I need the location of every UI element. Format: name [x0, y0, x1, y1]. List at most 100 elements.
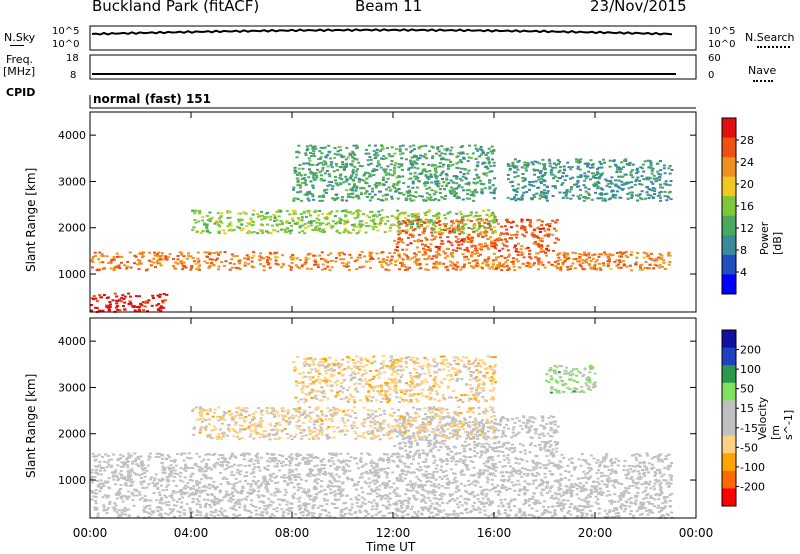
data-cell [492, 149, 496, 151]
data-cell [445, 482, 449, 484]
data-cell [456, 247, 460, 250]
data-cell [647, 176, 651, 179]
data-cell [93, 476, 97, 478]
data-cell [399, 262, 402, 265]
data-cell [211, 484, 215, 487]
data-cell [541, 158, 545, 161]
data-cell [355, 185, 359, 188]
data-cell [496, 222, 500, 225]
data-cell [323, 464, 327, 467]
data-cell [115, 252, 119, 255]
data-cell [356, 211, 359, 214]
data-cell [546, 249, 550, 252]
data-cell [418, 218, 422, 221]
data-cell [630, 251, 634, 253]
data-cell [620, 503, 624, 506]
data-cell [408, 197, 412, 200]
data-cell [306, 491, 309, 494]
data-cell [650, 258, 654, 260]
data-cell [260, 224, 264, 227]
data-cell [609, 472, 613, 475]
data-cell [416, 218, 420, 221]
data-cell [143, 500, 147, 503]
data-cell [375, 151, 379, 154]
data-cell [345, 199, 349, 202]
data-cell [400, 157, 404, 160]
data-cell [593, 487, 597, 490]
data-cell [254, 459, 258, 462]
data-cell [608, 493, 612, 496]
data-cell [115, 476, 119, 478]
data-cell [432, 471, 436, 473]
data-cell [404, 197, 408, 200]
data-cell [455, 512, 459, 515]
data-cell [559, 508, 563, 510]
data-cell [462, 265, 466, 268]
data-cell [413, 175, 417, 178]
data-cell [307, 209, 311, 212]
data-cell [656, 455, 660, 458]
data-cell [618, 259, 622, 262]
data-cell [492, 150, 496, 153]
data-cell [664, 479, 668, 482]
data-cell [538, 218, 542, 221]
data-cell [523, 235, 527, 238]
data-cell [394, 513, 398, 516]
data-cell [546, 244, 550, 247]
data-cell [239, 454, 243, 456]
data-cell [276, 490, 280, 492]
data-cell [492, 268, 496, 270]
data-cell [440, 495, 444, 498]
data-cell [215, 220, 219, 223]
data-cell [219, 483, 223, 486]
data-cell [609, 460, 613, 462]
data-cell [492, 192, 496, 195]
data-cell [271, 501, 275, 504]
data-cell [520, 245, 524, 248]
data-cell [121, 455, 125, 458]
data-cell [217, 253, 221, 256]
data-cell [510, 237, 514, 240]
data-cell [469, 254, 473, 257]
data-cell [639, 513, 642, 516]
data-cell [564, 259, 568, 262]
data-cell [342, 166, 346, 169]
data-cell [444, 469, 448, 472]
data-cell [625, 469, 629, 472]
data-cell [585, 258, 589, 261]
data-cell [339, 513, 343, 516]
data-cell [494, 187, 497, 190]
data-cell [364, 260, 368, 263]
data-cell [530, 184, 533, 187]
data-cell [659, 186, 663, 189]
data-cell [145, 269, 148, 272]
data-cell [425, 238, 429, 241]
data-cell [596, 477, 600, 480]
data-cell [91, 452, 95, 455]
data-cell [250, 256, 254, 259]
data-cell [361, 501, 365, 504]
data-cell [390, 146, 394, 149]
data-cell [581, 259, 585, 262]
data-cell [422, 247, 425, 250]
data-cell [136, 515, 140, 518]
data-cell [540, 196, 544, 198]
data-cell [317, 515, 321, 518]
data-cell [500, 264, 504, 267]
data-cell [427, 178, 431, 181]
data-cell [349, 513, 353, 516]
data-cell [492, 252, 496, 255]
data-cell [535, 192, 539, 195]
data-cell [390, 160, 394, 162]
data-cell [535, 161, 539, 164]
data-cell [638, 183, 642, 186]
data-cell [471, 244, 475, 247]
data-cell [299, 174, 303, 177]
data-cell [481, 151, 485, 153]
data-cell [308, 475, 312, 478]
data-cell [421, 243, 424, 246]
data-cell [617, 255, 621, 258]
data-cell [433, 222, 437, 225]
data-cell [556, 159, 560, 162]
data-cell [549, 171, 553, 174]
